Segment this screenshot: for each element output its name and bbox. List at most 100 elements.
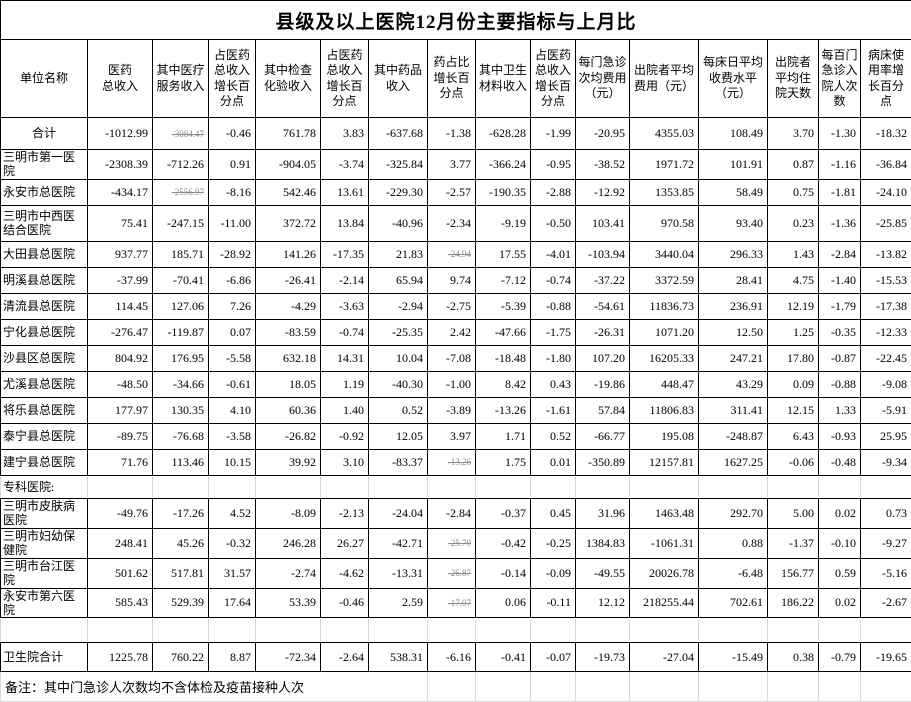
data-cell[interactable]: 804.92 — [88, 345, 153, 371]
data-cell[interactable]: -247.15 — [153, 205, 209, 241]
column-header[interactable]: 占医药 总收入 增长百 分点 — [531, 40, 576, 118]
data-cell[interactable]: -1.81 — [819, 179, 861, 205]
empty-cell[interactable] — [861, 618, 911, 643]
row-name-cell[interactable]: 三明市台江医院 — [1, 558, 88, 588]
data-cell[interactable]: 9.74 — [428, 267, 476, 293]
data-cell[interactable]: 1384.83 — [576, 528, 630, 558]
empty-cell[interactable] — [476, 475, 531, 498]
data-cell[interactable]: -48.50 — [88, 371, 153, 397]
data-cell[interactable]: -89.75 — [88, 423, 153, 449]
column-header[interactable]: 病床使 用率增 长百分 点 — [861, 40, 911, 118]
data-cell[interactable]: 13.84 — [321, 205, 369, 241]
row-name-cell[interactable]: 明溪县总医院 — [1, 267, 88, 293]
data-cell[interactable]: -1.00 — [428, 371, 476, 397]
data-cell[interactable]: -4.62 — [321, 558, 369, 588]
empty-cell[interactable] — [768, 618, 819, 643]
data-cell[interactable]: 13.61 — [321, 179, 369, 205]
column-header[interactable]: 每百门 急诊入 院人次 数 — [819, 40, 861, 118]
empty-cell[interactable] — [321, 475, 369, 498]
data-cell[interactable]: -0.61 — [209, 371, 256, 397]
empty-cell[interactable] — [256, 618, 321, 643]
data-cell[interactable]: -83.59 — [256, 319, 321, 345]
data-cell[interactable]: -9.34 — [861, 449, 911, 475]
data-cell[interactable]: 12157.81 — [630, 449, 699, 475]
empty-cell[interactable] — [428, 618, 476, 643]
data-cell[interactable]: -15.53 — [861, 267, 911, 293]
data-cell[interactable]: -1.75 — [531, 319, 576, 345]
empty-cell[interactable] — [476, 618, 531, 643]
data-cell[interactable]: -0.46 — [321, 588, 369, 618]
data-cell[interactable]: -2.64 — [321, 643, 369, 672]
data-cell[interactable]: 14.31 — [321, 345, 369, 371]
data-cell[interactable]: 1627.25 — [699, 449, 768, 475]
data-cell[interactable]: -2.94 — [369, 293, 428, 319]
column-header[interactable]: 其中医疗 服务收入 — [153, 40, 209, 118]
data-cell[interactable]: 186.22 — [768, 588, 819, 618]
data-cell[interactable]: 11806.83 — [630, 397, 699, 423]
data-cell[interactable]: 3.83 — [321, 118, 369, 150]
data-cell[interactable]: -2.57 — [428, 179, 476, 205]
data-cell[interactable]: -2308.39 — [88, 150, 153, 180]
data-cell[interactable]: 113.46 — [153, 449, 209, 475]
data-cell[interactable]: -1.61 — [531, 397, 576, 423]
data-cell[interactable]: -1.36 — [819, 205, 861, 241]
data-cell[interactable]: -9.08 — [861, 371, 911, 397]
data-cell[interactable]: -1.16 — [819, 150, 861, 180]
empty-cell[interactable] — [88, 475, 153, 498]
data-cell[interactable]: -1.99 — [531, 118, 576, 150]
data-cell[interactable]: 0.43 — [531, 371, 576, 397]
data-cell[interactable]: 71.76 — [88, 449, 153, 475]
data-cell[interactable]: 141.26 — [256, 241, 321, 267]
data-cell[interactable]: -1.80 — [531, 345, 576, 371]
data-cell[interactable]: -19.65 — [861, 643, 911, 672]
data-cell[interactable]: -0.87 — [819, 345, 861, 371]
data-cell[interactable]: -40.96 — [369, 205, 428, 241]
data-cell[interactable]: 1.75 — [476, 449, 531, 475]
data-cell[interactable]: 43.29 — [699, 371, 768, 397]
row-name-cell[interactable]: 三明市妇幼保健院 — [1, 528, 88, 558]
data-cell[interactable]: -2.75 — [428, 293, 476, 319]
empty-cell[interactable] — [531, 672, 576, 702]
data-cell[interactable]: 0.06 — [476, 588, 531, 618]
data-cell[interactable]: 16205.33 — [630, 345, 699, 371]
data-cell[interactable]: -2.13 — [321, 498, 369, 528]
data-cell[interactable]: -103.94 — [576, 241, 630, 267]
data-cell[interactable]: -0.42 — [476, 528, 531, 558]
data-cell[interactable]: 130.35 — [153, 397, 209, 423]
column-header[interactable]: 出院者 平均住 院天数 — [768, 40, 819, 118]
data-cell[interactable]: 0.09 — [768, 371, 819, 397]
data-cell[interactable]: 12.19 — [768, 293, 819, 319]
data-cell[interactable]: -0.74 — [321, 319, 369, 345]
empty-cell[interactable] — [531, 475, 576, 498]
data-cell[interactable]: -28.92 — [209, 241, 256, 267]
data-cell[interactable]: 31.96 — [576, 498, 630, 528]
data-cell[interactable]: 529.39 — [153, 588, 209, 618]
data-cell[interactable]: -24.10 — [861, 179, 911, 205]
data-cell[interactable]: -366.24 — [476, 150, 531, 180]
data-cell[interactable]: -0.41 — [476, 643, 531, 672]
empty-cell[interactable] — [476, 672, 531, 702]
data-cell[interactable]: -3.58 — [209, 423, 256, 449]
data-cell[interactable]: 501.62 — [88, 558, 153, 588]
data-cell[interactable]: -18.32 — [861, 118, 911, 150]
data-cell[interactable]: 26.27 — [321, 528, 369, 558]
data-cell[interactable]: -0.46 — [209, 118, 256, 150]
data-cell[interactable]: 8.87 — [209, 643, 256, 672]
data-cell[interactable]: 1071.20 — [630, 319, 699, 345]
data-cell[interactable]: -42.71 — [369, 528, 428, 558]
data-cell[interactable]: 114.45 — [88, 293, 153, 319]
data-cell[interactable]: 2.59 — [369, 588, 428, 618]
data-cell[interactable]: -37.22 — [576, 267, 630, 293]
data-cell[interactable]: 3372.59 — [630, 267, 699, 293]
data-cell[interactable]: 156.77 — [768, 558, 819, 588]
empty-cell[interactable] — [819, 618, 861, 643]
data-cell[interactable]: -0.10 — [819, 528, 861, 558]
data-cell[interactable]: -119.87 — [153, 319, 209, 345]
data-cell[interactable]: -1.30 — [819, 118, 861, 150]
data-cell[interactable]: -3.63 — [321, 293, 369, 319]
data-cell[interactable]: -904.05 — [256, 150, 321, 180]
empty-cell[interactable] — [153, 618, 209, 643]
empty-cell[interactable] — [1, 618, 88, 643]
data-cell[interactable]: -38.52 — [576, 150, 630, 180]
row-name-cell[interactable]: 宁化县总医院 — [1, 319, 88, 345]
